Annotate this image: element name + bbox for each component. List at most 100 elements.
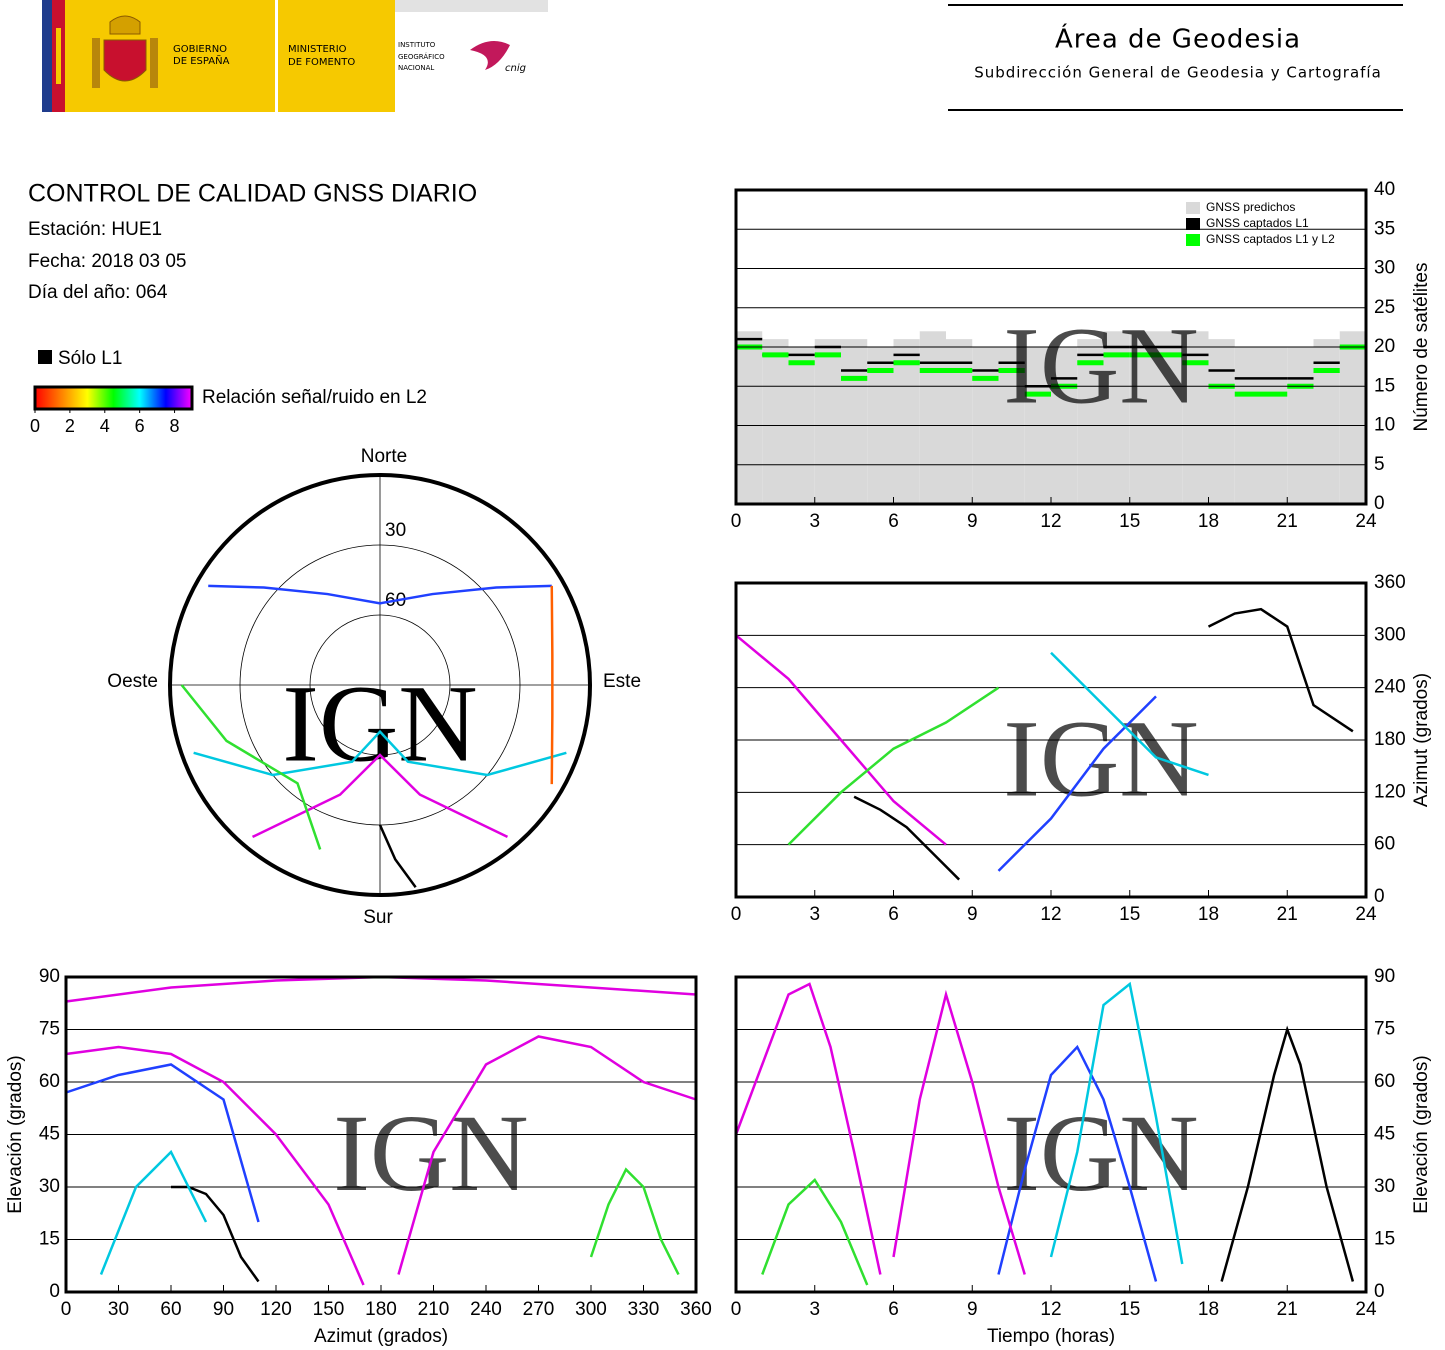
y-tick-label: 0 (1374, 493, 1385, 514)
track (787, 686, 1000, 846)
track (1207, 607, 1354, 733)
predicted-bar (814, 339, 841, 504)
eu-strip (42, 0, 52, 112)
sky-track (180, 684, 322, 850)
y-tick-label: 15 (1374, 1229, 1395, 1250)
x-tick-label: 90 (213, 1299, 234, 1320)
y-tick-label: 5 (1374, 454, 1385, 475)
sky-track (193, 729, 567, 777)
direction-label: Este (603, 671, 641, 692)
predicted-bar (919, 331, 946, 504)
y-tick-label: 60 (1374, 1071, 1395, 1092)
y-tick-label: 10 (1374, 415, 1395, 436)
legend-label: GNSS predichos (1206, 200, 1295, 214)
x-tick-label: 270 (523, 1299, 555, 1320)
y-tick-label: 0 (1374, 1281, 1385, 1302)
track (1220, 1025, 1355, 1282)
x-tick-label: 150 (313, 1299, 345, 1320)
y-tick-label: 75 (39, 1019, 60, 1040)
predicted-bar (1103, 331, 1130, 504)
track (997, 695, 1157, 872)
x-tick-label: 120 (260, 1299, 292, 1320)
y-tick-label: 45 (1374, 1124, 1395, 1145)
x-tick-label: 24 (1355, 1299, 1377, 1320)
track (171, 1185, 260, 1283)
x-tick-label: 12 (1040, 1299, 1061, 1320)
predicted-bar (1339, 331, 1366, 504)
x-tick-label: 15 (1119, 1299, 1140, 1320)
watermark: IGN (333, 1092, 529, 1214)
gov-line: DE ESPAÑA (173, 54, 230, 67)
watermark: IGN (1003, 304, 1199, 426)
institute-line: NACIONAL (398, 64, 434, 72)
y-tick-label: 30 (1374, 1176, 1395, 1197)
x-tick-label: 0 (61, 1299, 72, 1320)
track (853, 795, 961, 881)
y-tick-label: 20 (1374, 336, 1395, 357)
x-tick-label: 18 (1198, 904, 1219, 925)
x-tick-label: 3 (809, 1299, 820, 1320)
y-tick-label: 25 (1374, 297, 1395, 318)
area-title: Área de Geodesia (1055, 23, 1301, 55)
y-tick-label: 45 (39, 1124, 60, 1145)
x-tick-label: 60 (160, 1299, 181, 1320)
predicted-bar (762, 339, 789, 504)
direction-label: Norte (361, 446, 407, 467)
y-tick-label: 0 (49, 1281, 60, 1302)
legend-label: GNSS captados L1 y L2 (1206, 232, 1335, 246)
track (397, 1035, 697, 1275)
coat-of-arms (92, 15, 158, 88)
plot-frame (734, 975, 1368, 1294)
x-tick-label: 240 (470, 1299, 502, 1320)
x-tick-label: 9 (967, 511, 978, 532)
ministry-line: DE FOMENTO (288, 57, 355, 68)
track (65, 1045, 365, 1286)
x-tick-label: 6 (888, 1299, 899, 1320)
direction-label: Sur (363, 907, 393, 928)
institute-line: INSTITUTO (398, 41, 436, 49)
predicted-bar (946, 339, 973, 504)
x-tick-label: 0 (731, 1299, 742, 1320)
legend-swatch (1186, 202, 1200, 214)
sky-track (251, 753, 509, 839)
track (735, 634, 947, 846)
y-tick-label: 90 (39, 966, 60, 987)
x-tick-label: 9 (967, 1299, 978, 1320)
x-tick-label: 3 (809, 904, 820, 925)
sky-frame (168, 473, 592, 897)
y-tick-label: 15 (39, 1229, 60, 1250)
y-tick-label: 120 (1374, 781, 1406, 802)
gov-line: GOBIERNO (173, 44, 227, 55)
report-title: CONTROL DE CALIDAD GNSS DIARIO (28, 180, 477, 208)
sky-track (208, 584, 552, 605)
ministry-block (278, 0, 395, 112)
y-tick-label: 75 (1374, 1019, 1395, 1040)
track (1050, 651, 1209, 777)
x-tick-label: 15 (1119, 904, 1140, 925)
track (734, 982, 882, 1275)
ministry-line: MINISTERIO (288, 44, 347, 55)
legend-label: GNSS captados L1 (1206, 216, 1309, 230)
x-tick-label: 18 (1198, 511, 1219, 532)
colorbar-tick-label: 6 (135, 416, 145, 436)
y-tick-label: 360 (1374, 572, 1406, 593)
watermark: IGN (1003, 697, 1199, 819)
sky-track (378, 824, 417, 888)
x-axis-label: Tiempo (horas) (987, 1326, 1115, 1347)
y-tick-label: 60 (39, 1071, 60, 1092)
colorbar-tick-label: 4 (100, 416, 110, 436)
station: Estación: HUE1 (28, 219, 162, 240)
snr-legend-label: Relación señal/ruido en L2 (202, 387, 427, 408)
legend-swatch (1186, 218, 1200, 230)
track (892, 989, 1026, 1275)
track (997, 1044, 1158, 1282)
track (99, 1149, 208, 1275)
plot-frame (64, 975, 698, 1294)
x-tick-label: 21 (1277, 904, 1298, 925)
institute-line: GEOGRÁFICO (398, 52, 445, 61)
l1-swatch (38, 350, 52, 364)
predicted-bar (1182, 331, 1209, 504)
colorbar (33, 385, 194, 411)
cnig-text: cnig (505, 63, 526, 74)
